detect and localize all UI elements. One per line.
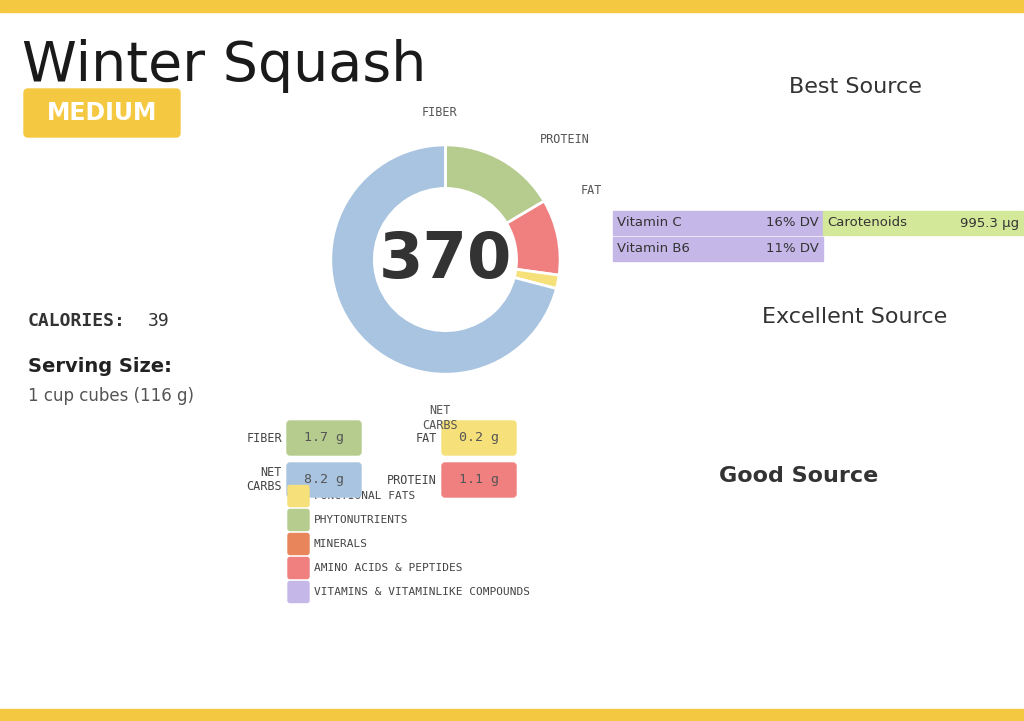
Text: 8.2 g: 8.2 g	[304, 474, 344, 487]
Text: 370: 370	[379, 229, 512, 291]
Text: Best Source: Best Source	[788, 76, 922, 97]
Text: MINERALS: MINERALS	[314, 539, 368, 549]
Text: 0.2 g: 0.2 g	[459, 431, 499, 445]
Text: 39: 39	[148, 312, 170, 330]
Text: PHYTONUTRIENTS: PHYTONUTRIENTS	[314, 515, 409, 525]
FancyBboxPatch shape	[288, 485, 309, 506]
Text: VITAMINS & VITAMINLIKE COMPOUNDS: VITAMINS & VITAMINLIKE COMPOUNDS	[314, 587, 530, 597]
Wedge shape	[445, 145, 544, 224]
FancyBboxPatch shape	[613, 237, 823, 261]
Text: 995.3 μg: 995.3 μg	[959, 216, 1019, 229]
FancyBboxPatch shape	[823, 211, 1023, 235]
FancyBboxPatch shape	[0, 709, 1024, 721]
FancyBboxPatch shape	[288, 582, 309, 603]
Text: NET
CARBS: NET CARBS	[247, 466, 282, 493]
Text: MEDIUM: MEDIUM	[47, 101, 158, 125]
Text: Vitamin B6: Vitamin B6	[617, 242, 690, 255]
Text: AMINO ACIDS & PEPTIDES: AMINO ACIDS & PEPTIDES	[314, 563, 463, 573]
FancyBboxPatch shape	[288, 557, 309, 578]
Text: Winter Squash: Winter Squash	[22, 39, 426, 93]
FancyBboxPatch shape	[287, 463, 361, 497]
Text: FUNCTIONAL FATS: FUNCTIONAL FATS	[314, 491, 416, 501]
FancyBboxPatch shape	[0, 0, 1024, 12]
FancyBboxPatch shape	[287, 421, 361, 455]
FancyBboxPatch shape	[442, 421, 516, 455]
Wedge shape	[331, 145, 556, 374]
Text: Good Source: Good Source	[719, 466, 879, 486]
Wedge shape	[514, 269, 559, 288]
Text: 1 cup cubes (116 g): 1 cup cubes (116 g)	[28, 387, 194, 405]
FancyBboxPatch shape	[24, 89, 180, 137]
FancyBboxPatch shape	[613, 211, 823, 235]
Text: 16% DV: 16% DV	[766, 216, 819, 229]
Text: FIBER: FIBER	[247, 431, 282, 445]
Wedge shape	[507, 201, 560, 275]
Text: FAT: FAT	[416, 431, 437, 445]
Text: FIBER: FIBER	[422, 106, 458, 119]
Text: FAT: FAT	[581, 185, 602, 198]
Text: PROTEIN: PROTEIN	[540, 133, 590, 146]
Text: Vitamin C: Vitamin C	[617, 216, 682, 229]
FancyBboxPatch shape	[442, 463, 516, 497]
Text: Carotenoids: Carotenoids	[827, 216, 907, 229]
FancyBboxPatch shape	[288, 510, 309, 531]
Text: 1.7 g: 1.7 g	[304, 431, 344, 445]
Text: 11% DV: 11% DV	[766, 242, 819, 255]
Text: NET
CARBS: NET CARBS	[422, 404, 458, 432]
Text: Serving Size:: Serving Size:	[28, 356, 172, 376]
Text: Excellent Source: Excellent Source	[763, 307, 947, 327]
FancyBboxPatch shape	[288, 534, 309, 554]
Text: PROTEIN: PROTEIN	[387, 474, 437, 487]
Text: CALORIES:: CALORIES:	[28, 312, 126, 330]
Text: 1.1 g: 1.1 g	[459, 474, 499, 487]
